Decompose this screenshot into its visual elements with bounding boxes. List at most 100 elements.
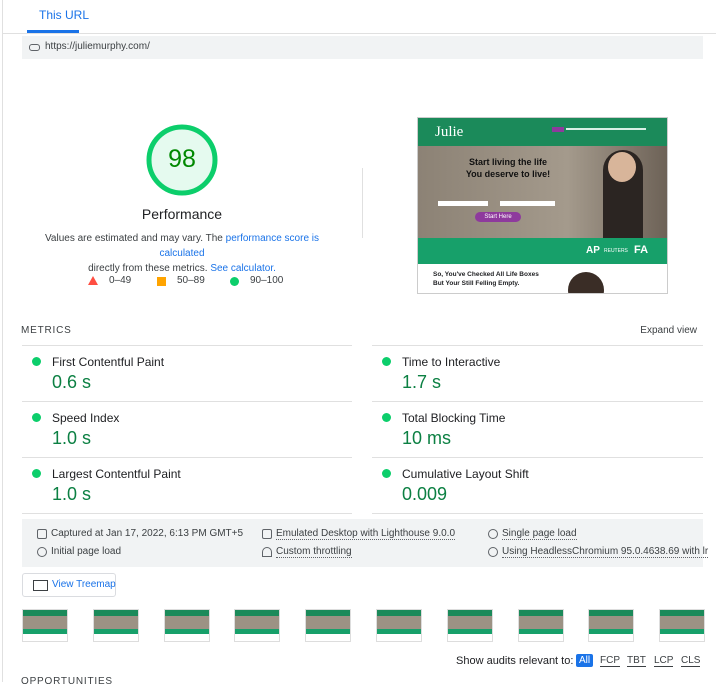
line: You deserve to live! xyxy=(465,169,551,179)
text: Single page load xyxy=(502,528,577,540)
status-dot xyxy=(32,413,41,422)
frame-hero xyxy=(23,616,67,629)
line: But Your Still Felling Empty. xyxy=(433,280,520,287)
line: So, You've Checked All Life Boxes xyxy=(433,271,539,278)
filmstrip-frame xyxy=(659,609,705,642)
legend-text: 50–89 xyxy=(177,275,205,286)
note-text: directly from these metrics. xyxy=(88,263,211,274)
preview-header: Julie xyxy=(418,118,667,146)
metric-value: 10 ms xyxy=(402,428,452,448)
treemap-icon xyxy=(33,580,48,591)
filmstrip-frame xyxy=(588,609,634,642)
metric: Largest Contentful Paint 1.0 s xyxy=(22,457,352,514)
tab[interactable]: This URL xyxy=(39,8,90,22)
divider xyxy=(362,168,363,238)
preview-photo xyxy=(608,152,636,182)
url-bar: https://juliemurphy.com/ xyxy=(22,36,703,59)
frame-band xyxy=(589,629,633,634)
pass-icon xyxy=(230,277,239,286)
page-preview: Julie Start living the life You deserve t… xyxy=(417,117,668,294)
frame-header xyxy=(377,610,421,616)
text: Emulated Desktop with Lighthouse 9.0.0 xyxy=(276,528,455,540)
text: Captured at Jan 17, 2022, 6:13 PM GMT+5 xyxy=(51,528,244,539)
expand-view[interactable]: Expand view xyxy=(640,325,697,336)
note-text: Values are estimated and may vary. The xyxy=(44,233,226,244)
env-item: Captured at Jan 17, 2022, 6:13 PM GMT+5 xyxy=(37,528,244,539)
metrics-heading: METRICS xyxy=(21,325,72,336)
filter-option[interactable]: CLS xyxy=(681,655,701,667)
metric-value: 1.0 s xyxy=(52,428,92,448)
note-link[interactable]: performance score is calculated xyxy=(159,233,320,259)
metric-name: Cumulative Layout Shift xyxy=(402,467,529,481)
metric: First Contentful Paint 0.6 s xyxy=(22,345,352,402)
link-icon xyxy=(29,44,40,51)
fail-icon xyxy=(88,276,98,285)
preview-input xyxy=(438,201,488,206)
metric: Cumulative Layout Shift 0.009 xyxy=(372,457,703,514)
button-label: View Treemap xyxy=(52,579,116,590)
preview-brand: Julie xyxy=(435,124,464,140)
metric: Time to Interactive 1.7 s xyxy=(372,345,703,402)
text: Using HeadlessChromium 95.0.4638.69 with… xyxy=(502,546,709,558)
metric-name: Speed Index xyxy=(52,411,120,425)
legend-text: 0–49 xyxy=(109,275,132,286)
logo: REUTERS xyxy=(604,248,628,254)
filter-option[interactable]: FCP xyxy=(600,655,620,667)
preview-input xyxy=(500,201,555,206)
line: Start living the life xyxy=(468,157,547,167)
preview-photo xyxy=(568,272,604,293)
text: Custom throttling xyxy=(276,546,352,558)
frame-band xyxy=(165,629,209,634)
status-dot xyxy=(32,469,41,478)
frame-header xyxy=(235,610,279,616)
frame-header xyxy=(306,610,350,616)
env-item: Initial page load xyxy=(37,546,121,557)
score-gauge xyxy=(146,124,218,196)
frame-header xyxy=(165,610,209,616)
metric-value: 1.0 s xyxy=(52,484,92,504)
metric-value: 0.6 s xyxy=(52,372,92,392)
preview-headline: Start living the life You deserve to live… xyxy=(438,156,578,180)
category: Performance xyxy=(141,206,223,222)
frame-header xyxy=(448,610,492,616)
score: 98 xyxy=(168,145,196,173)
frame-header xyxy=(589,610,633,616)
filmstrip-frame xyxy=(164,609,210,642)
frame-header xyxy=(23,610,67,616)
env-item: Using HeadlessChromium 95.0.4638.69 with… xyxy=(488,546,709,558)
divider xyxy=(22,513,352,514)
divider xyxy=(3,33,716,34)
frame-header xyxy=(94,610,138,616)
frame-band xyxy=(94,629,138,634)
preview-teaser: So, You've Checked All Life Boxes But You… xyxy=(433,270,539,288)
frame-band xyxy=(448,629,492,634)
filter-option[interactable]: All xyxy=(576,654,594,667)
frame-header xyxy=(519,610,563,616)
preview-nav xyxy=(552,127,564,132)
frame-band xyxy=(23,629,67,634)
filter-option[interactable]: TBT xyxy=(627,655,646,667)
status-dot xyxy=(382,413,391,422)
frame-hero xyxy=(519,616,563,629)
treemap-button[interactable]: View Treemap xyxy=(22,573,116,597)
preview-logos: AP REUTERS FA xyxy=(418,238,667,264)
metric-value: 1.7 s xyxy=(402,372,442,392)
preview-hero: Start living the life You deserve to live… xyxy=(418,146,667,238)
environment: Captured at Jan 17, 2022, 6:13 PM GMT+5 … xyxy=(22,519,709,567)
frame-hero xyxy=(448,616,492,629)
metric-name: Largest Contentful Paint xyxy=(52,467,181,481)
frame-band xyxy=(660,629,704,634)
filmstrip-frame xyxy=(234,609,280,642)
tab-underline xyxy=(27,30,79,33)
filter-option[interactable]: LCP xyxy=(654,655,674,667)
filter-label: Show audits relevant to: xyxy=(456,655,574,667)
frame-hero xyxy=(235,616,279,629)
note-link[interactable]: See calculator. xyxy=(210,263,276,274)
preview-button: Start Here xyxy=(475,212,521,222)
note: Values are estimated and may vary. The p… xyxy=(22,231,342,276)
frame-hero xyxy=(589,616,633,629)
metric-name: Total Blocking Time xyxy=(402,411,506,425)
frame-hero xyxy=(165,616,209,629)
gauge-ring xyxy=(146,124,218,196)
preview-nav xyxy=(566,128,646,130)
